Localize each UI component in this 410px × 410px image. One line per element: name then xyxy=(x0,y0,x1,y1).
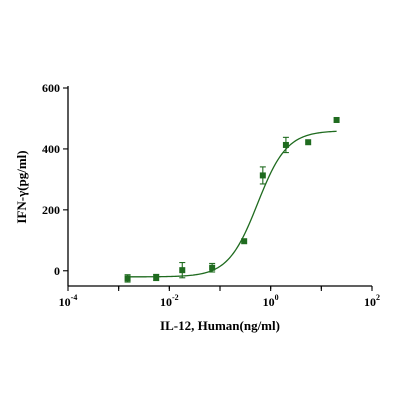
data-point xyxy=(282,141,289,148)
x-tick-label: 100 xyxy=(263,293,279,309)
data-point xyxy=(241,238,248,245)
data-point xyxy=(179,267,186,274)
x-tick-label: 10-2 xyxy=(160,293,179,309)
data-point xyxy=(153,274,160,281)
y-tick-label: 200 xyxy=(42,203,60,217)
y-tick-label: 600 xyxy=(42,81,60,95)
data-points xyxy=(124,116,340,283)
x-axis-label: IL-12, Human(ng/ml) xyxy=(160,318,280,333)
x-tick-label: 102 xyxy=(364,293,380,309)
y-ticks: 0 200 400 600 xyxy=(42,81,68,278)
data-point xyxy=(124,275,131,282)
x-ticks: 10-4 10-2 100 102 xyxy=(59,286,380,309)
fit-curve xyxy=(127,130,337,278)
y-tick-label: 400 xyxy=(42,142,60,156)
y-tick-label: 0 xyxy=(54,264,60,278)
data-point xyxy=(209,264,216,271)
data-point xyxy=(305,139,312,146)
y-axis-label: IFN-γ(pg/ml) xyxy=(14,150,29,223)
data-point xyxy=(259,172,266,179)
axes xyxy=(67,86,372,287)
data-point xyxy=(333,116,340,123)
x-tick-label: 10-4 xyxy=(59,293,78,309)
